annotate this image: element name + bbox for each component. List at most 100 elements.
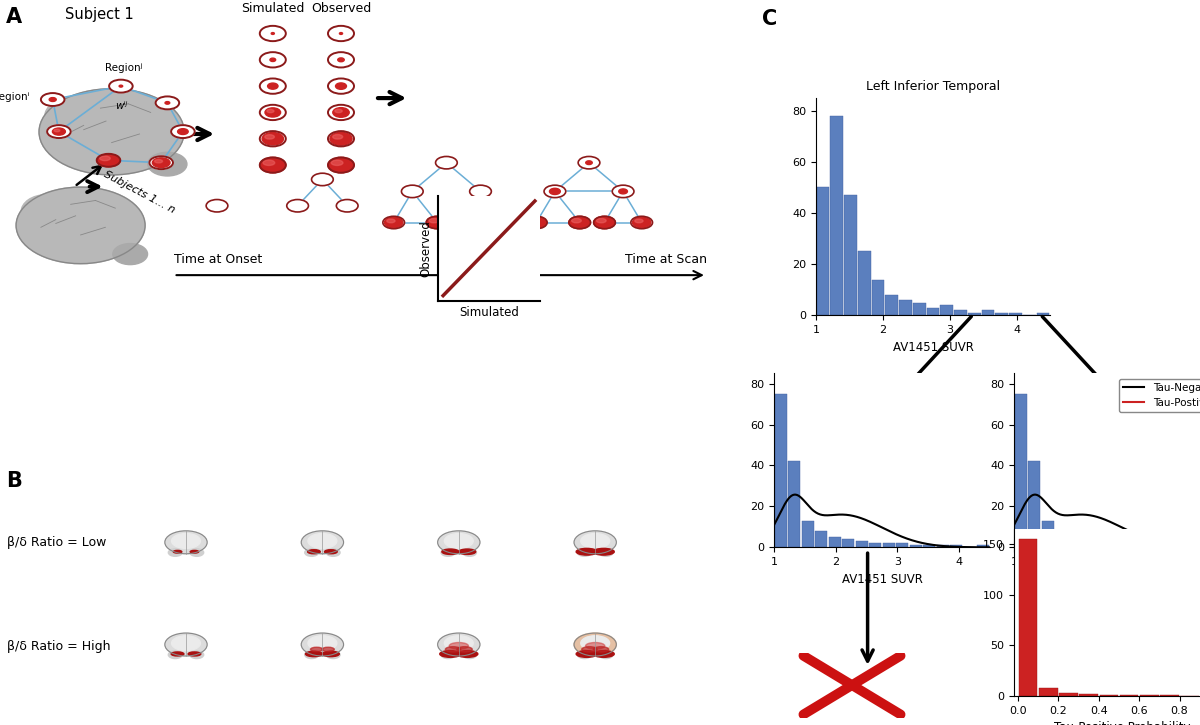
Ellipse shape	[259, 157, 286, 173]
Ellipse shape	[41, 93, 65, 106]
Ellipse shape	[428, 218, 439, 223]
Ellipse shape	[301, 531, 343, 554]
Bar	[913, 302, 925, 315]
Ellipse shape	[259, 26, 286, 41]
Bar	[1140, 695, 1158, 696]
Ellipse shape	[340, 33, 342, 34]
Ellipse shape	[451, 217, 473, 228]
Ellipse shape	[322, 647, 335, 652]
Ellipse shape	[265, 135, 275, 139]
Ellipse shape	[47, 125, 71, 138]
Text: wⁱʲ: wⁱʲ	[115, 101, 127, 111]
Ellipse shape	[259, 131, 286, 146]
Ellipse shape	[166, 102, 169, 104]
Ellipse shape	[569, 216, 590, 228]
X-axis label: AV1451 SUVR: AV1451 SUVR	[841, 573, 923, 586]
Bar	[936, 545, 949, 547]
Bar	[968, 312, 980, 315]
Ellipse shape	[259, 52, 286, 67]
Bar	[844, 195, 857, 315]
Ellipse shape	[442, 549, 455, 556]
Ellipse shape	[270, 58, 276, 62]
Ellipse shape	[577, 651, 592, 658]
Ellipse shape	[190, 651, 204, 658]
Ellipse shape	[148, 152, 187, 176]
Bar	[842, 539, 854, 547]
Ellipse shape	[173, 550, 181, 553]
Ellipse shape	[454, 219, 463, 223]
Ellipse shape	[612, 185, 634, 198]
Tau-Postive	[1007, 537, 1021, 546]
Text: β/δ Ratio = Low: β/δ Ratio = Low	[7, 536, 107, 549]
Ellipse shape	[97, 154, 120, 167]
Tau-Negative	[1140, 534, 1154, 543]
Ellipse shape	[156, 96, 179, 109]
Bar	[1042, 521, 1054, 547]
Bar	[977, 545, 990, 547]
Ellipse shape	[571, 218, 581, 223]
Ellipse shape	[164, 633, 208, 656]
Y-axis label: Observed: Observed	[420, 220, 432, 277]
Tau-Negative	[1008, 519, 1022, 528]
Ellipse shape	[550, 188, 560, 194]
Ellipse shape	[337, 58, 344, 62]
Ellipse shape	[330, 132, 352, 145]
Ellipse shape	[172, 125, 194, 138]
Bar	[1150, 545, 1162, 547]
Ellipse shape	[631, 216, 653, 228]
Bar	[1037, 312, 1050, 315]
Ellipse shape	[178, 128, 188, 135]
Ellipse shape	[172, 636, 200, 650]
Ellipse shape	[312, 173, 334, 186]
Tau-Negative	[1007, 521, 1021, 529]
Bar	[1120, 695, 1139, 696]
Ellipse shape	[172, 652, 184, 656]
Ellipse shape	[426, 216, 448, 228]
Bar	[1160, 695, 1178, 696]
Ellipse shape	[526, 217, 547, 228]
X-axis label: AV1451 SUVR: AV1451 SUVR	[893, 341, 973, 354]
Ellipse shape	[259, 157, 286, 173]
Ellipse shape	[578, 157, 600, 169]
Ellipse shape	[206, 199, 228, 212]
Ellipse shape	[311, 647, 323, 652]
Ellipse shape	[119, 85, 122, 87]
Ellipse shape	[328, 157, 354, 173]
Ellipse shape	[582, 647, 598, 652]
Bar	[950, 545, 962, 547]
Ellipse shape	[168, 549, 182, 556]
Bar	[941, 305, 953, 315]
Ellipse shape	[188, 652, 200, 656]
Bar	[910, 545, 922, 547]
Bar	[828, 537, 841, 547]
Ellipse shape	[457, 650, 478, 658]
Bar	[1190, 545, 1200, 547]
Bar	[1028, 461, 1040, 547]
Ellipse shape	[331, 160, 343, 165]
Bar	[1080, 694, 1098, 696]
Ellipse shape	[113, 244, 148, 265]
Ellipse shape	[259, 105, 286, 120]
Ellipse shape	[287, 199, 308, 212]
Ellipse shape	[172, 534, 200, 548]
Ellipse shape	[332, 135, 343, 139]
Ellipse shape	[152, 158, 170, 167]
Ellipse shape	[328, 52, 354, 67]
Bar	[1096, 542, 1108, 547]
Bar	[899, 300, 912, 315]
Ellipse shape	[442, 651, 455, 658]
Ellipse shape	[581, 534, 610, 548]
Ellipse shape	[190, 549, 204, 556]
Ellipse shape	[599, 651, 613, 658]
Bar	[1109, 543, 1122, 547]
Ellipse shape	[596, 218, 606, 223]
Ellipse shape	[457, 647, 473, 652]
Ellipse shape	[458, 549, 475, 555]
Ellipse shape	[259, 78, 286, 94]
Ellipse shape	[301, 633, 343, 656]
Ellipse shape	[150, 156, 173, 169]
Ellipse shape	[581, 636, 610, 650]
Ellipse shape	[16, 187, 145, 264]
Bar	[1039, 688, 1057, 696]
Bar	[1136, 543, 1148, 547]
